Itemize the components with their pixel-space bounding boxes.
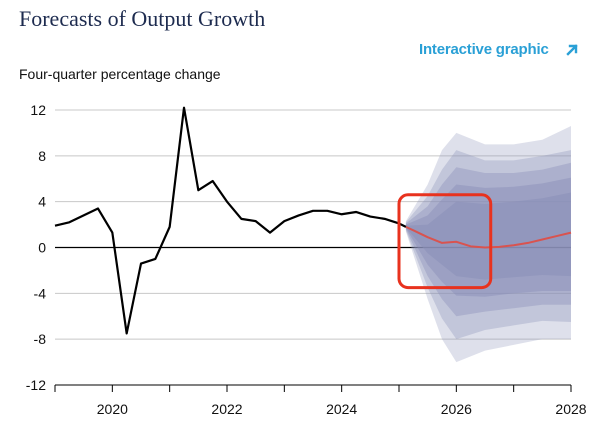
- highlight-box: [397, 193, 493, 290]
- interactive-graphic-link[interactable]: Interactive graphic: [419, 41, 579, 58]
- arrow-up-right-icon: [565, 43, 578, 56]
- x-tick-label: 2026: [441, 401, 472, 417]
- interactive-graphic-label: Interactive graphic: [419, 41, 549, 58]
- x-tick-label: 2020: [97, 401, 128, 417]
- y-tick-label: -4: [34, 285, 47, 301]
- y-tick-label: -12: [26, 377, 46, 393]
- y-tick-label: 8: [38, 148, 46, 164]
- forecast-median-line: [405, 225, 572, 249]
- y-tick-label: 0: [38, 240, 46, 256]
- history-series-line: [54, 106, 407, 335]
- x-tick-label: 2022: [211, 401, 242, 417]
- x-tick-label: 2028: [555, 401, 586, 417]
- y-axis-label: Four-quarter percentage change: [19, 66, 221, 82]
- y-tick-label: 4: [38, 194, 46, 210]
- x-tick-label: 2024: [326, 401, 357, 417]
- chart-title: Forecasts of Output Growth: [19, 6, 266, 31]
- fan-band: [405, 192, 571, 280]
- y-tick-label: 12: [30, 102, 46, 118]
- y-tick-label: -8: [34, 331, 47, 347]
